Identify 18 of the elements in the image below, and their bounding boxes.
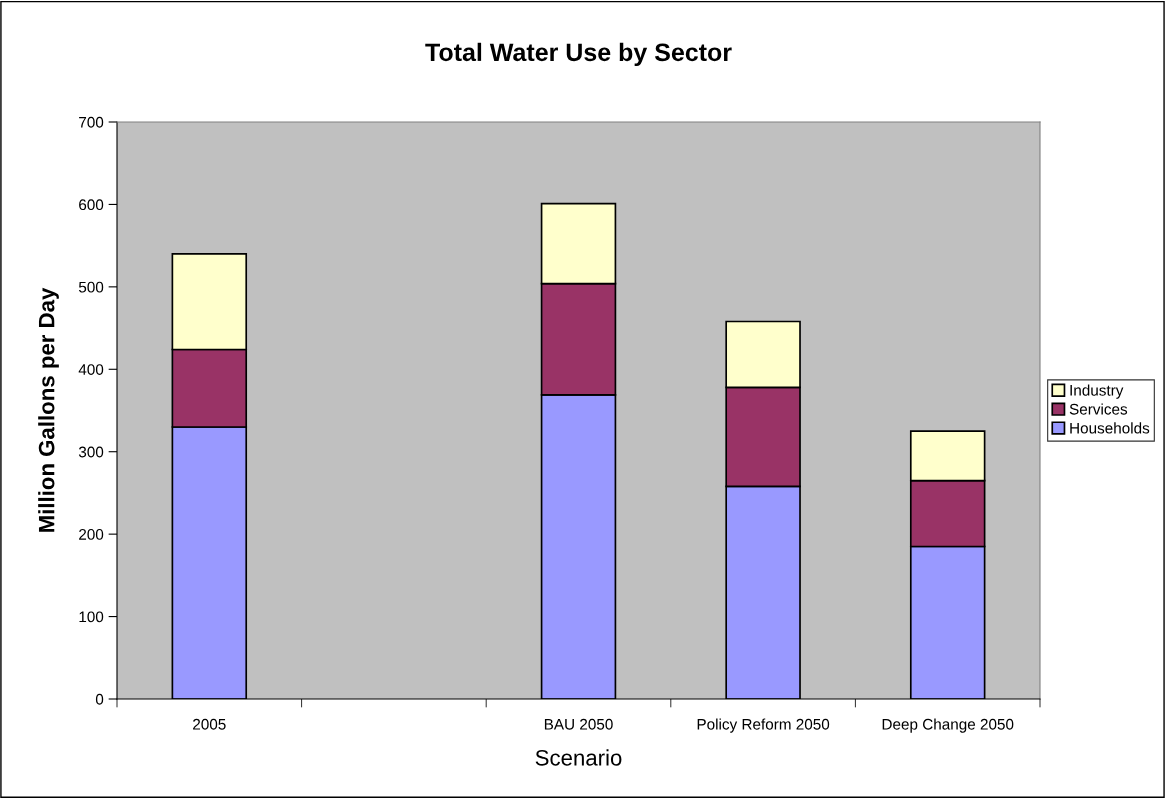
x-tick-label: Deep Change 2050: [882, 718, 1014, 733]
y-axis-title: Million Gallons per Day: [38, 287, 59, 532]
x-tick-label: 2005: [193, 718, 226, 730]
x-axis-title: Scenario: [535, 749, 622, 766]
legend-label: Services: [1069, 403, 1128, 415]
x-tick-label: BAU 2050: [544, 718, 613, 730]
y-tick-label: 300: [78, 446, 104, 458]
x-tick-label: Policy Reform 2050: [697, 718, 830, 733]
y-tick-label: 400: [78, 364, 104, 375]
y-tick-label: 600: [79, 199, 104, 211]
y-tick-label: 700: [79, 116, 104, 128]
y-tick-label: 500: [78, 281, 104, 293]
legend-label: Industry: [1070, 384, 1124, 399]
legend-label: Households: [1070, 422, 1150, 434]
y-tick-label: 0: [95, 693, 104, 705]
y-tick-label: 200: [79, 529, 104, 540]
y-tick-label: 100: [79, 611, 104, 623]
chart-title: Total Water Use by Sector: [425, 42, 732, 67]
